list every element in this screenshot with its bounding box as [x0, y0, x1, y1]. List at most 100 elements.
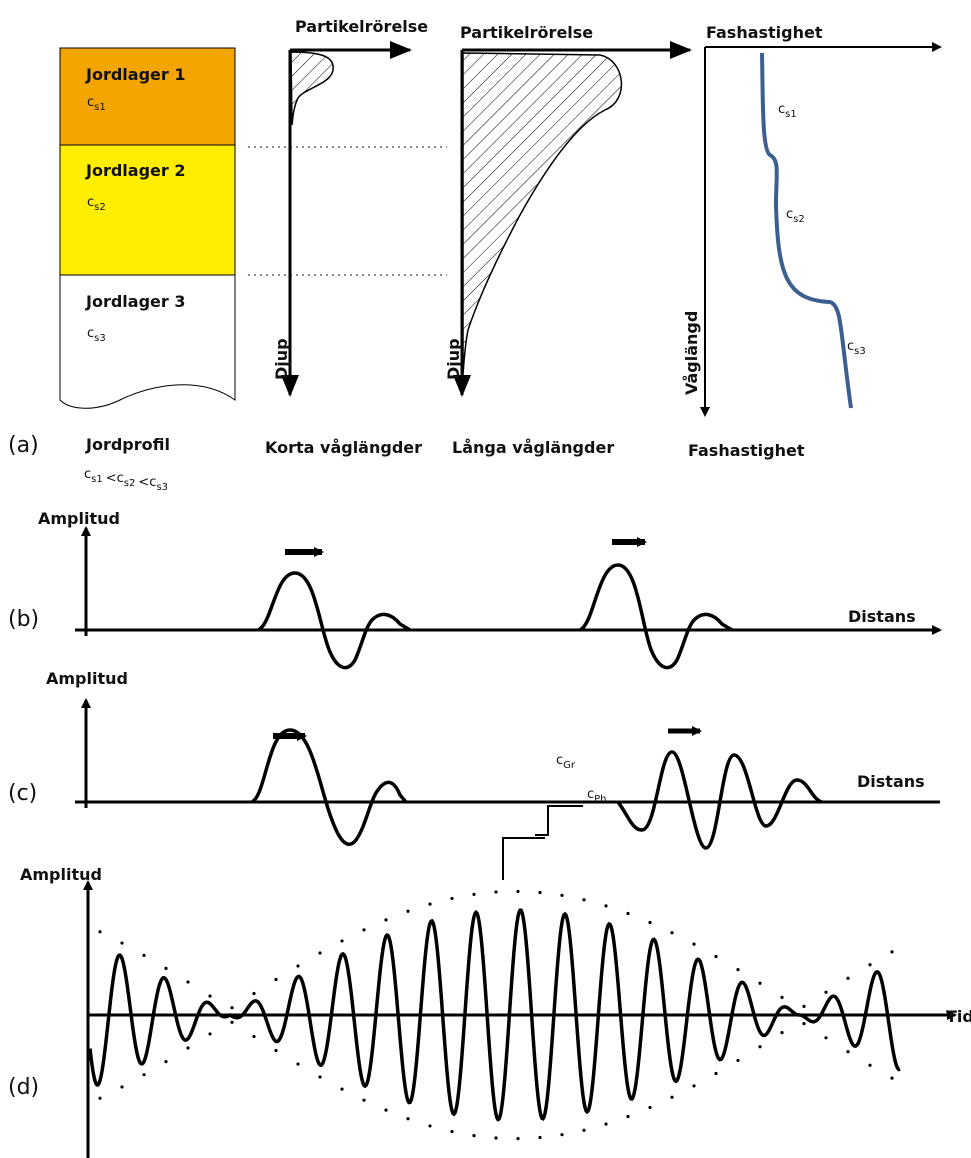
wave-packet	[580, 565, 732, 668]
panel-label: (c)	[8, 781, 37, 806]
envelope-dot	[516, 1137, 519, 1140]
envelope-dot	[274, 1049, 277, 1052]
axis-title: Våglängd	[682, 311, 701, 395]
caption: Korta våglängder	[265, 438, 422, 457]
envelope-dot	[98, 930, 101, 933]
layer-name: Jordlager 2	[85, 161, 185, 180]
velocity-label: cGr	[556, 753, 576, 771]
envelope-dot	[296, 964, 299, 967]
envelope-dot	[846, 1050, 849, 1053]
axis-title: Partikelrörelse	[460, 23, 593, 42]
figure: Jordlager 1 cs1 Jordlager 2 cs2 Jordlage…	[0, 0, 971, 1158]
envelope-dot	[582, 1129, 585, 1132]
symbol: c	[87, 326, 94, 341]
envelope-dot	[98, 1097, 101, 1100]
envelope-dot	[626, 912, 629, 915]
envelope-dot	[450, 897, 453, 900]
subscript: s2	[124, 478, 136, 489]
envelope-dot	[846, 977, 849, 980]
envelope-dot	[230, 1006, 233, 1009]
panel-label: (b)	[8, 607, 39, 632]
subscript: s1	[91, 474, 103, 485]
envelope-dot	[318, 1075, 321, 1078]
subscript: s1	[785, 109, 797, 120]
envelope-dot	[736, 1059, 739, 1062]
envelope-dot	[230, 1021, 233, 1024]
symbol: c	[847, 339, 854, 354]
subscript: s2	[793, 214, 805, 225]
envelope-dot	[252, 1035, 255, 1038]
subscript: s1	[94, 102, 106, 113]
envelope-dot	[296, 1062, 299, 1065]
envelope-dot	[384, 1109, 387, 1112]
envelope-dot	[670, 931, 673, 934]
subscript: s2	[94, 202, 106, 213]
layer-name: Jordlager 3	[85, 292, 185, 311]
axis-title: Amplitud	[46, 669, 128, 688]
axis-title: Amplitud	[20, 865, 102, 884]
symbol: c	[556, 753, 563, 768]
envelope-dot	[582, 898, 585, 901]
subscript: s3	[94, 333, 106, 344]
symbol: c	[87, 195, 94, 210]
envelope-dot	[142, 954, 145, 957]
envelope-dot	[384, 918, 387, 921]
symbol: c	[778, 102, 785, 117]
envelope-dot	[604, 904, 607, 907]
envelope-dot	[560, 1133, 563, 1136]
envelope-dot	[692, 943, 695, 946]
symbol: c	[587, 787, 594, 802]
curve-label: cs3	[847, 339, 866, 357]
envelope-dot	[186, 980, 189, 983]
envelope-dot	[428, 902, 431, 905]
envelope-dot	[186, 1046, 189, 1049]
operator: <	[138, 475, 149, 490]
envelope-dot	[824, 991, 827, 994]
wave-packet	[252, 730, 406, 844]
envelope-dot	[164, 967, 167, 970]
envelope-dot	[274, 978, 277, 981]
envelope-dot	[340, 939, 343, 942]
envelope-dot	[406, 1117, 409, 1120]
envelope-dot	[252, 992, 255, 995]
curve-label: cs2	[786, 207, 805, 225]
envelope-dot	[362, 928, 365, 931]
envelope-dot	[538, 891, 541, 894]
layer-name: Jordlager 1	[85, 65, 185, 84]
envelope-dot	[626, 1115, 629, 1118]
panel-label: (d)	[8, 1075, 39, 1100]
envelope-dot	[208, 1032, 211, 1035]
axis-title: Djup	[444, 338, 463, 380]
envelope-dot	[538, 1136, 541, 1139]
envelope-dot	[120, 941, 123, 944]
envelope-dot	[824, 1036, 827, 1039]
wave-packet	[258, 573, 410, 668]
subscript: s3	[854, 346, 866, 357]
envelope-dot	[450, 1130, 453, 1133]
envelope-dot	[406, 910, 409, 913]
envelope-dot	[670, 1096, 673, 1099]
envelope-dot	[604, 1123, 607, 1126]
caption: Långa våglängder	[452, 438, 614, 457]
curve-label: cs1	[778, 102, 797, 120]
caption: Jordprofil	[85, 435, 170, 454]
dispersion-curve	[762, 53, 851, 408]
axis-title: Fashastighet	[706, 23, 823, 42]
envelope-dot	[648, 921, 651, 924]
motion-profile	[291, 52, 333, 125]
envelope-dot	[516, 890, 519, 893]
envelope-dot	[802, 1005, 805, 1008]
envelope-dot	[890, 950, 893, 953]
symbol: c	[84, 467, 91, 482]
envelope-dot	[890, 1077, 893, 1080]
symbol: c	[117, 471, 124, 486]
envelope-dot	[318, 951, 321, 954]
envelope-dot	[714, 955, 717, 958]
subscript: s3	[156, 482, 168, 493]
envelope-dot	[714, 1072, 717, 1075]
axis-title: Distans	[848, 607, 916, 626]
wave-packet	[618, 752, 822, 848]
envelope-dot	[472, 1134, 475, 1137]
envelope-dot	[340, 1087, 343, 1090]
envelope-dot	[802, 1022, 805, 1025]
